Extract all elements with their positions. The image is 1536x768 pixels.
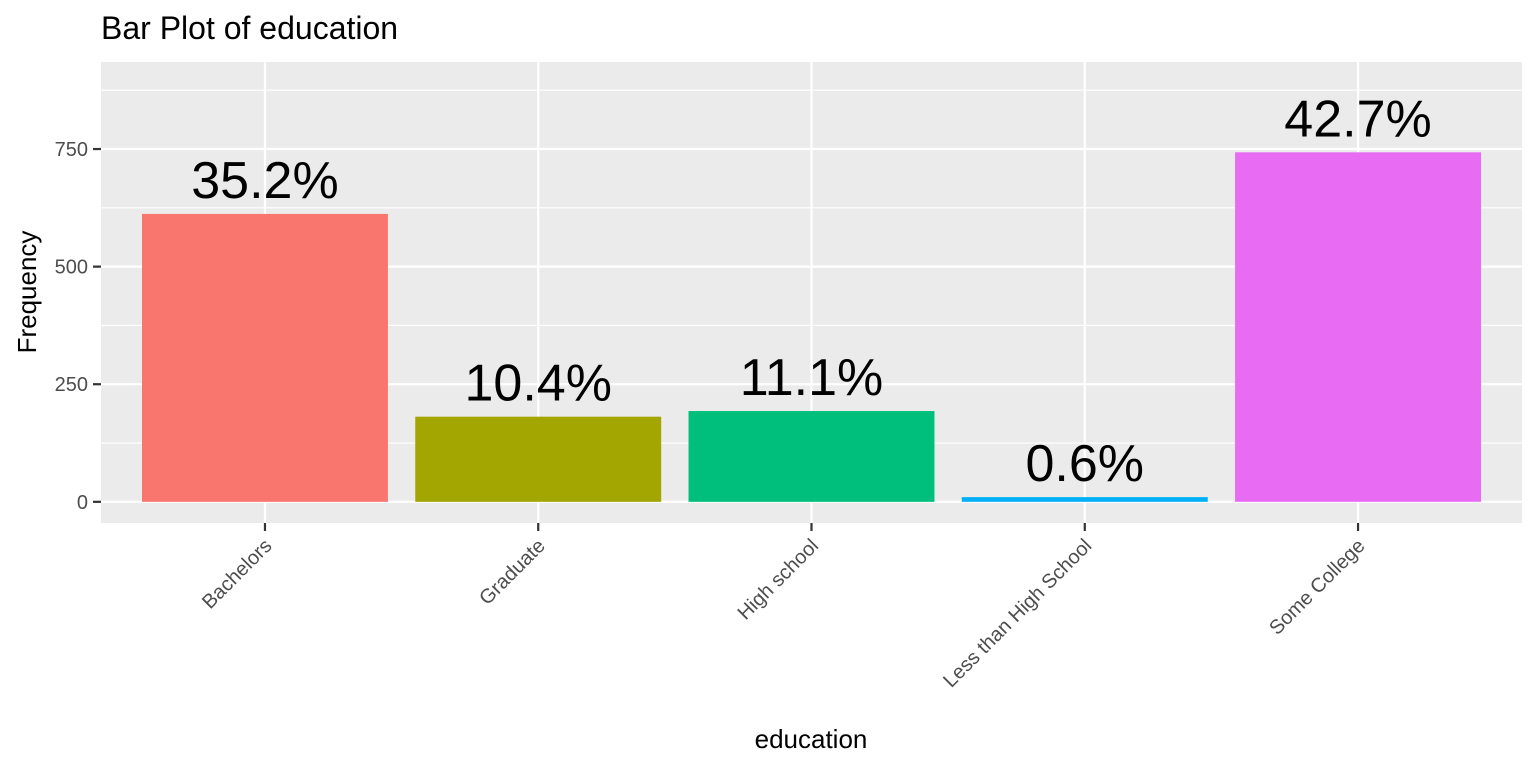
x-tick-label: Graduate [475, 535, 550, 610]
y-tick-label: 250 [55, 374, 88, 396]
bars [141, 152, 1482, 502]
y-axis-title: Frequency [12, 231, 42, 354]
x-tick-label: Some College [1265, 535, 1369, 639]
data-label: 0.6% [1026, 435, 1145, 493]
bar [415, 416, 662, 502]
bar [688, 411, 935, 502]
x-tick-label: Less than High School [939, 535, 1096, 692]
x-axis: Bachelors Graduate High school Less than Hi… [198, 523, 1370, 692]
y-tick-label: 750 [55, 139, 88, 161]
chart-title: Bar Plot of education [101, 10, 398, 46]
y-axis: 0 250 500 750 [55, 139, 101, 514]
x-axis-title: education [755, 724, 868, 754]
bar [141, 213, 388, 502]
data-label: 35.2% [191, 152, 338, 210]
data-label: 11.1% [740, 349, 884, 407]
y-tick-label: 500 [55, 257, 88, 279]
bar [1235, 152, 1482, 502]
x-tick-label: High school [734, 535, 823, 624]
x-tick-label: Bachelors [198, 535, 276, 613]
bar [961, 497, 1208, 502]
data-label: 42.7% [1284, 90, 1431, 148]
data-labels: 35.2% 10.4% 11.1% 0.6% 42.7% [191, 90, 1432, 493]
y-tick-label: 0 [77, 492, 88, 514]
data-label: 10.4% [465, 355, 612, 413]
